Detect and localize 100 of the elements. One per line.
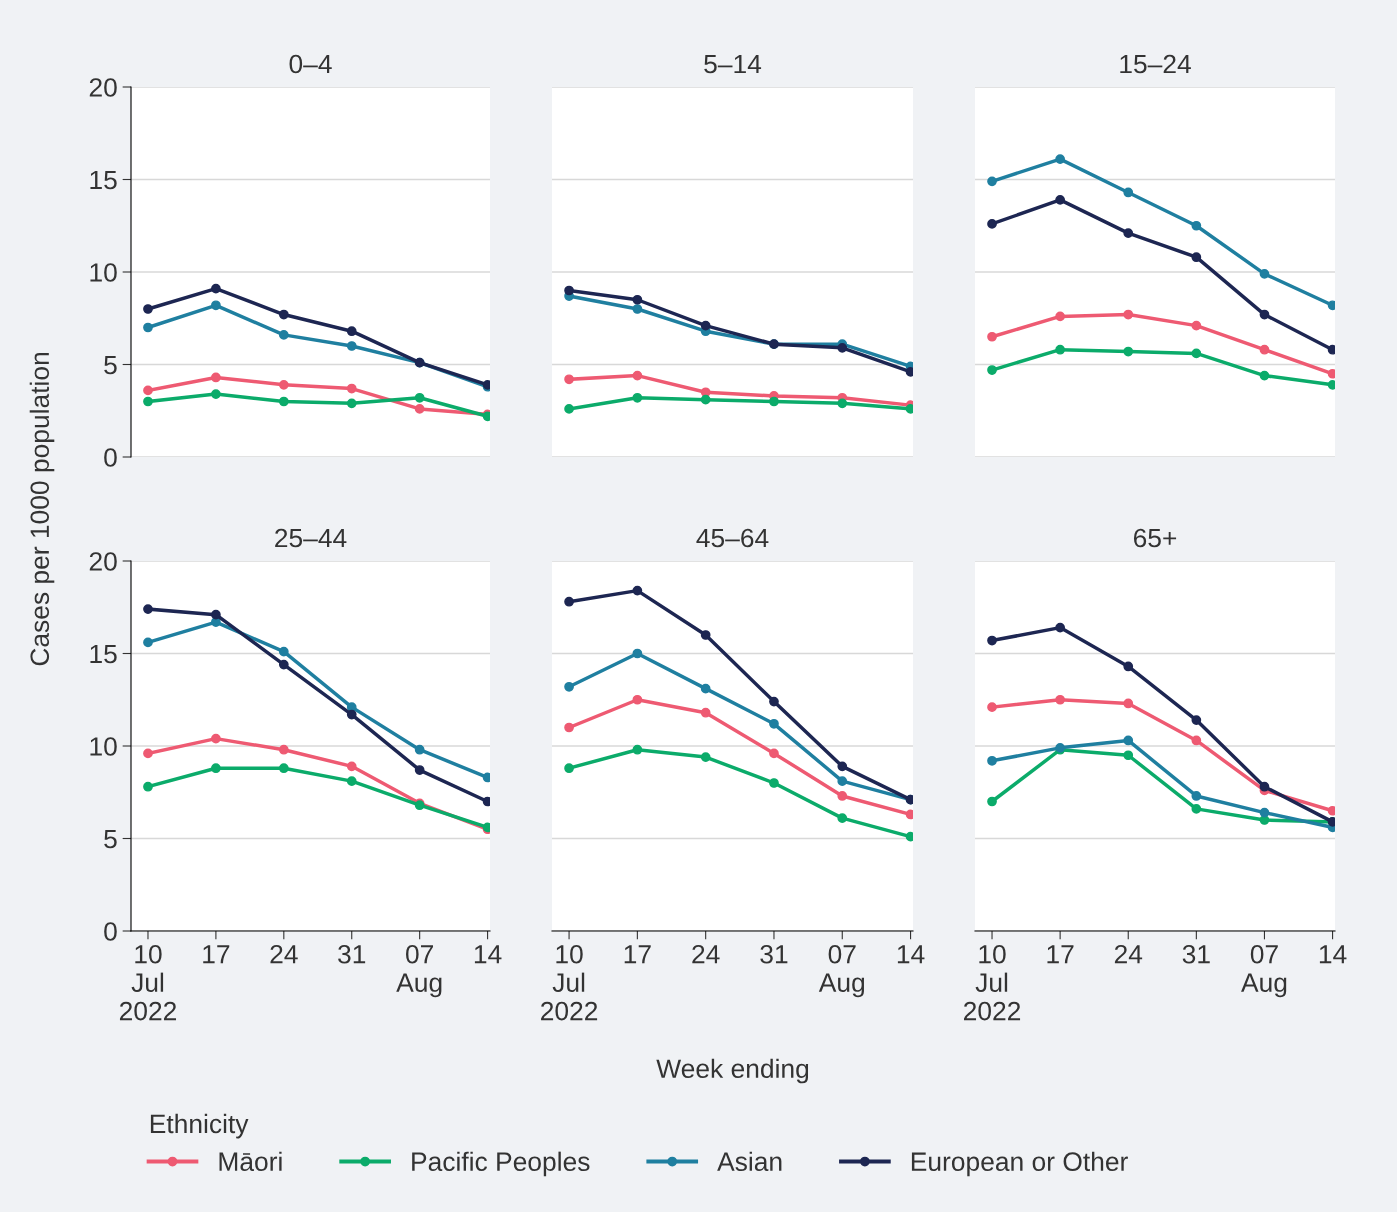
x-tick-label: 24 <box>270 944 298 964</box>
point <box>564 285 574 296</box>
point <box>1191 252 1202 263</box>
point <box>987 702 997 713</box>
point <box>632 304 643 314</box>
point <box>564 596 574 607</box>
point <box>1259 268 1270 279</box>
point <box>278 763 289 774</box>
point <box>1055 694 1065 705</box>
point <box>211 300 221 311</box>
x-tick-label: 07 Aug <box>818 944 865 998</box>
x-tick-label: 14 <box>1319 945 1347 964</box>
point <box>1055 344 1065 355</box>
chart-title: 15–24 <box>1120 54 1191 74</box>
point <box>564 763 574 774</box>
point <box>700 752 711 762</box>
legend-label: Asian <box>717 1151 782 1172</box>
point <box>632 392 643 403</box>
point <box>564 722 574 733</box>
x-tick-label: 10 Jul 2022 <box>541 944 598 1021</box>
x-tick-label: 31 <box>338 944 366 964</box>
point <box>414 765 425 775</box>
point <box>211 389 221 399</box>
point <box>211 372 221 383</box>
legend-title: Ethnicity <box>150 1113 249 1139</box>
point <box>1055 622 1065 633</box>
y-tick-label: 10 <box>90 263 117 282</box>
point <box>769 778 779 788</box>
point <box>211 283 221 294</box>
y-tick-label: 5 <box>104 829 117 849</box>
y-tick-label: 20 <box>89 552 117 571</box>
point <box>837 776 848 787</box>
x-tick-label: 14 <box>474 945 502 964</box>
point <box>837 398 848 409</box>
point <box>632 294 643 305</box>
point <box>1055 194 1065 205</box>
x-tick-label: 10 Jul 2022 <box>119 944 177 1021</box>
point <box>1123 661 1134 672</box>
point <box>1191 735 1202 746</box>
point <box>346 326 357 337</box>
chart-title: 25–44 <box>275 528 347 548</box>
point <box>1191 320 1202 331</box>
point <box>1259 815 1270 825</box>
point <box>143 322 153 333</box>
point <box>769 718 779 729</box>
point <box>1123 698 1134 709</box>
y-tick-label: 15 <box>90 644 117 664</box>
point <box>346 383 357 394</box>
point <box>1123 228 1134 239</box>
legend-label: European or Other <box>911 1151 1128 1177</box>
point <box>837 791 848 801</box>
point <box>1055 154 1065 165</box>
point <box>564 374 574 385</box>
x-tick-label: 24 <box>692 944 720 964</box>
point <box>769 396 779 407</box>
y-tick-label: 0 <box>104 922 117 941</box>
point <box>346 709 357 720</box>
point <box>143 385 153 396</box>
x-tick-label: 07 Aug <box>396 944 442 998</box>
point <box>278 646 289 657</box>
point <box>1259 370 1270 381</box>
point <box>987 219 997 229</box>
point <box>700 630 711 640</box>
point <box>414 744 425 755</box>
point <box>1191 715 1202 725</box>
x-tick-label: 17 <box>203 945 230 964</box>
y-tick-label: 0 <box>104 448 117 467</box>
point <box>987 796 997 807</box>
point <box>414 392 425 403</box>
point <box>278 309 289 320</box>
y-axis-title: Cases per 1000 population <box>29 352 55 666</box>
legend-label: Pacific Peoples <box>412 1151 590 1177</box>
point <box>700 394 711 405</box>
point <box>1055 311 1065 322</box>
chart-title: 0–4 <box>289 54 332 74</box>
y-tick-label: 20 <box>89 78 117 97</box>
point <box>1123 735 1134 746</box>
point <box>414 404 425 414</box>
point <box>987 176 997 187</box>
x-tick-label: 07 Aug <box>1241 944 1287 998</box>
point <box>346 341 357 351</box>
point <box>1123 187 1134 198</box>
point <box>769 748 779 759</box>
x-tick-label: 14 <box>897 945 925 964</box>
point <box>278 744 289 755</box>
point <box>837 813 848 824</box>
point <box>700 683 711 694</box>
chart-title: 65+ <box>1133 528 1177 548</box>
point <box>346 398 357 409</box>
point <box>278 330 289 340</box>
x-tick-label: 10 Jul 2022 <box>964 944 1021 1021</box>
x-tick-label: 31 <box>760 944 788 964</box>
point <box>211 763 221 774</box>
point <box>143 304 153 314</box>
legend-label: Māori <box>219 1151 282 1172</box>
point <box>632 744 643 755</box>
point <box>769 696 779 707</box>
point <box>278 396 289 407</box>
point <box>1259 344 1270 355</box>
x-axis-title: Week ending <box>656 1058 809 1084</box>
